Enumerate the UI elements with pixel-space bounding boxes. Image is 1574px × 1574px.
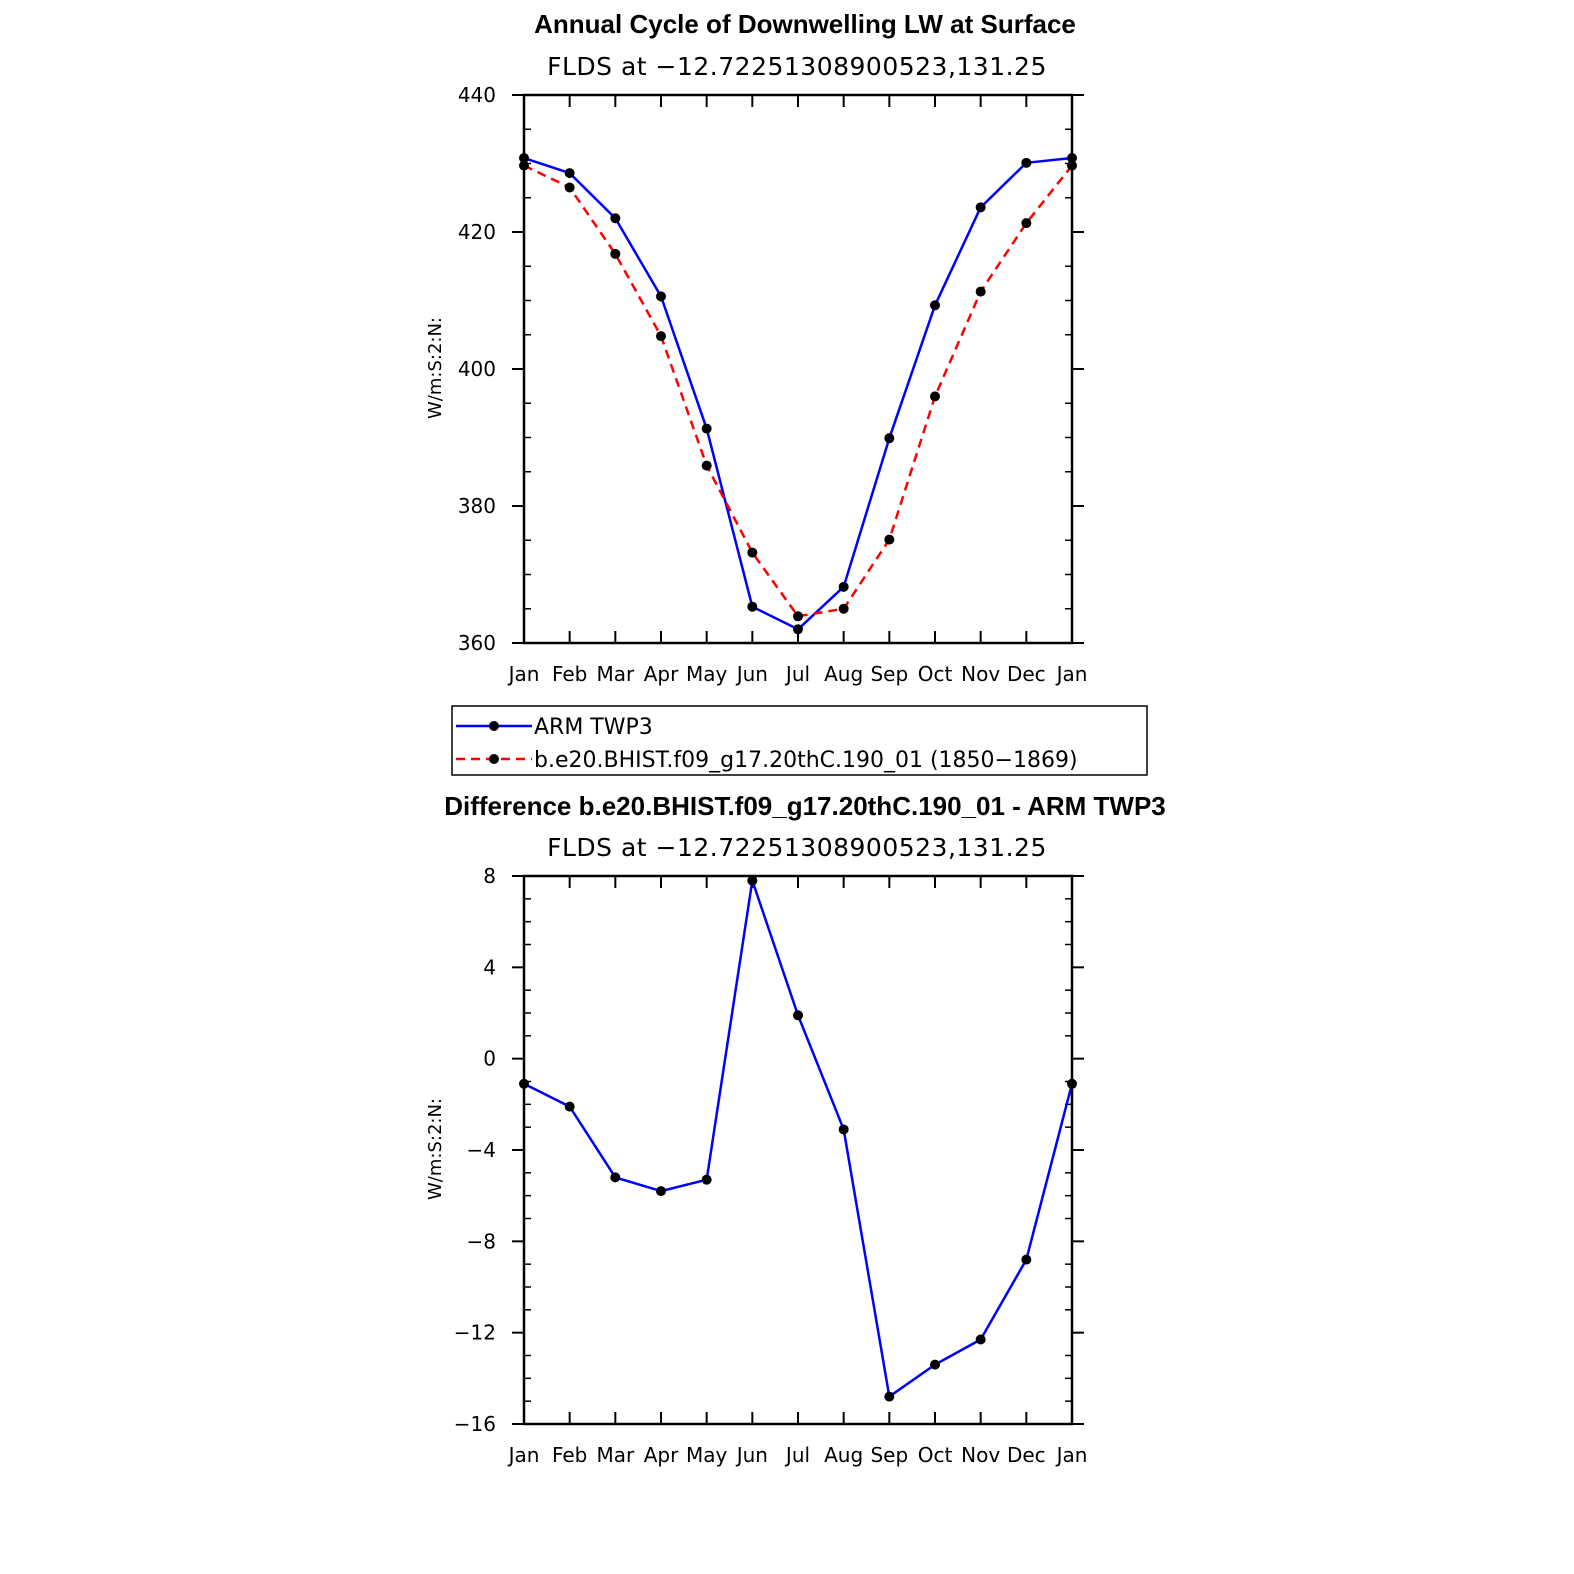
y-tick-label: −16	[454, 1412, 496, 1436]
x-tick-label: Sep	[870, 1443, 908, 1467]
data-point	[747, 875, 758, 886]
data-point	[975, 1334, 986, 1345]
data-point	[884, 1391, 895, 1402]
data-point	[930, 1359, 940, 1370]
y-tick-label: 400	[458, 357, 496, 381]
legend-marker-model	[489, 754, 499, 764]
data-point	[793, 1010, 803, 1021]
x-tick-label: Oct	[918, 1443, 953, 1467]
data-point	[610, 1172, 621, 1183]
data-point	[793, 624, 803, 635]
data-point	[564, 1101, 575, 1112]
legend-box	[451, 705, 1148, 776]
x-tick-label: Nov	[961, 662, 1000, 686]
y-tick-label: 380	[458, 494, 496, 518]
legend: ARM TWP3 b.e20.BHIST.f09_g17.20thC.190_0…	[451, 705, 1148, 776]
x-tick-label: Apr	[644, 1443, 679, 1467]
legend-label-model: b.e20.BHIST.f09_g17.20thC.190_01 (1850−1…	[534, 748, 1078, 773]
x-tick-label: Jul	[784, 1443, 810, 1467]
x-tick-label: Jan	[507, 1443, 540, 1467]
legend-label-arm: ARM TWP3	[534, 715, 653, 740]
data-point	[610, 248, 621, 259]
x-tick-label: Nov	[961, 1443, 1000, 1467]
data-point	[564, 182, 575, 193]
chart-subtitle: FLDS at −12.72251308900523,131.25	[547, 833, 1047, 862]
data-point	[930, 300, 940, 311]
y-tick-label: 0	[483, 1047, 496, 1071]
legend-marker-arm	[489, 721, 499, 731]
y-axis-label: W/m:S:2:N:	[425, 1098, 446, 1200]
x-tick-label: Feb	[552, 662, 587, 686]
x-tick-label: Oct	[918, 662, 953, 686]
annual-cycle-chart: Annual Cycle of Downwelling LW at Surfac…	[425, 9, 1087, 686]
x-tick-label: Mar	[596, 662, 635, 686]
data-point	[747, 547, 758, 558]
x-tick-label: Jun	[735, 662, 768, 686]
x-tick-label: Jan	[1055, 1443, 1088, 1467]
data-point	[930, 391, 940, 402]
y-tick-label: 8	[483, 864, 496, 888]
series-layer	[519, 153, 1077, 635]
x-tick-label: May	[686, 1443, 728, 1467]
data-point	[564, 168, 575, 179]
y-tick-label: 420	[458, 220, 496, 244]
data-point	[656, 1186, 666, 1197]
x-tick-label: Aug	[824, 662, 863, 686]
difference-chart: Difference b.e20.BHIST.f09_g17.20thC.190…	[425, 791, 1166, 1467]
series-line-1	[523, 164, 1073, 618]
series-line-0	[523, 879, 1074, 1398]
x-tick-label: Jan	[507, 662, 540, 686]
data-point	[747, 601, 758, 612]
x-tick-label: Dec	[1007, 1443, 1046, 1467]
y-axis-label: W/m:S:2:N:	[425, 317, 446, 419]
data-point	[1021, 1254, 1032, 1265]
series-line-0	[523, 156, 1073, 631]
data-point	[838, 603, 849, 614]
x-tick-label: May	[686, 662, 728, 686]
chart-title: Annual Cycle of Downwelling LW at Surfac…	[534, 9, 1076, 39]
data-point	[656, 291, 666, 302]
x-tick-label: Sep	[870, 662, 908, 686]
data-point	[884, 534, 895, 545]
y-tick-label: −4	[467, 1138, 496, 1162]
data-point	[884, 433, 895, 444]
data-point	[656, 331, 666, 342]
x-tick-label: Jan	[1055, 662, 1088, 686]
data-point	[975, 202, 986, 213]
chart-subtitle: FLDS at −12.72251308900523,131.25	[547, 52, 1047, 81]
x-tick-label: Feb	[552, 1443, 587, 1467]
x-tick-label: Jun	[735, 1443, 768, 1467]
x-tick-label: Apr	[644, 662, 679, 686]
y-tick-label: 4	[483, 955, 496, 979]
y-tick-label: −12	[454, 1321, 496, 1345]
chart-title: Difference b.e20.BHIST.f09_g17.20thC.190…	[444, 791, 1166, 821]
data-point	[838, 581, 849, 592]
data-point	[1021, 157, 1032, 168]
x-tick-label: Dec	[1007, 662, 1046, 686]
y-tick-label: −8	[467, 1229, 496, 1253]
data-point	[701, 423, 712, 434]
data-point	[701, 460, 712, 471]
x-tick-label: Jul	[784, 662, 810, 686]
data-point	[1021, 218, 1032, 229]
data-point	[975, 286, 986, 297]
data-point	[838, 1124, 849, 1135]
plot-frame	[522, 874, 1074, 1426]
y-tick-label: 440	[458, 83, 496, 107]
y-tick-label: 360	[458, 631, 496, 655]
axes-layer: Jan Feb Mar Apr May Jun Jul Aug Sep Oct Nov Dec Jan−…	[454, 864, 1088, 1467]
data-point	[793, 611, 803, 622]
x-tick-label: Mar	[596, 1443, 635, 1467]
data-point	[610, 213, 621, 224]
data-point	[701, 1174, 712, 1185]
x-tick-label: Aug	[824, 1443, 863, 1467]
plot-frame	[522, 93, 1074, 645]
axes-layer: Jan Feb Mar Apr May Jun Jul Aug Sep Oct Nov Dec Jan 3…	[458, 83, 1088, 686]
series-layer	[519, 875, 1077, 1402]
